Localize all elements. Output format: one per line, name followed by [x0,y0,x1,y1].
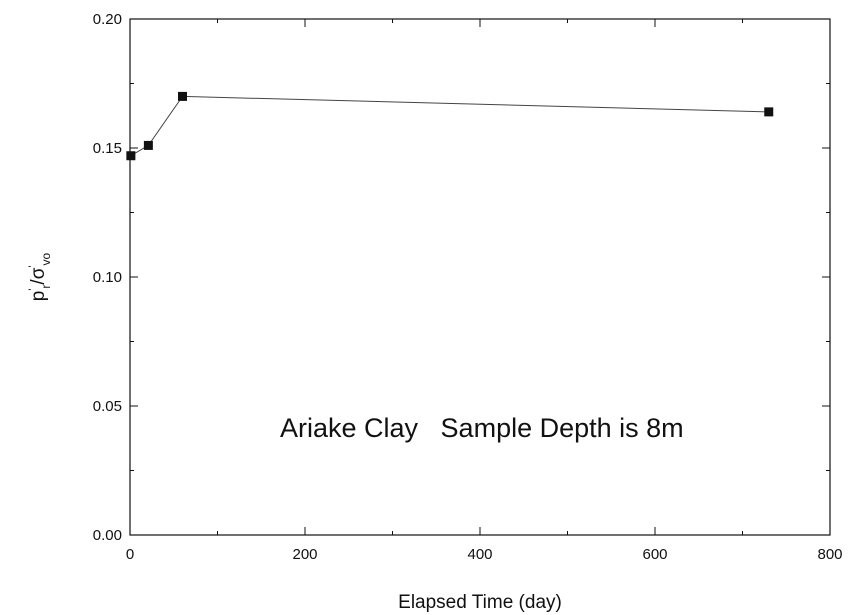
y-tick-label: 0.00 [93,527,122,544]
x-tick-label: 400 [467,546,492,563]
y-axis-title-base-sub: r [39,285,53,289]
x-tick-label: 0 [126,546,134,563]
series-markers [126,91,774,161]
data-point-marker [126,151,136,161]
y-axis-title-base: p [28,291,49,302]
x-axis-ticks: 0 200 400 600 800 [126,19,843,563]
series-line [130,95,769,157]
data-point-marker [764,107,774,117]
x-tick-label: 200 [292,546,317,563]
y-tick-label: 0.20 [93,11,122,28]
y-axis-ticks: 0.00 0.05 0.10 0.15 0.20 [93,11,830,544]
y-tick-label: 0.15 [93,140,122,157]
y-tick-label: 0.10 [93,269,122,286]
y-axis-title-mid-sub: vo [39,252,53,265]
x-tick-label: 800 [817,546,842,563]
data-point-marker [178,91,187,101]
y-axis-title: p'r/σ'vo [27,252,53,301]
chart-annotation: Ariake Clay Sample Depth is 8m [280,413,684,443]
y-tick-label: 0.05 [93,398,122,415]
x-axis-title: Elapsed Time (day) [398,592,562,613]
y-axis-title-prime-2: ' [27,265,39,267]
data-point-marker [143,140,153,150]
plot-frame [129,18,831,536]
y-axis-title-prime-1: ' [27,289,39,291]
y-axis-title-mid: /σ [28,267,49,284]
x-tick-label: 600 [642,546,667,563]
